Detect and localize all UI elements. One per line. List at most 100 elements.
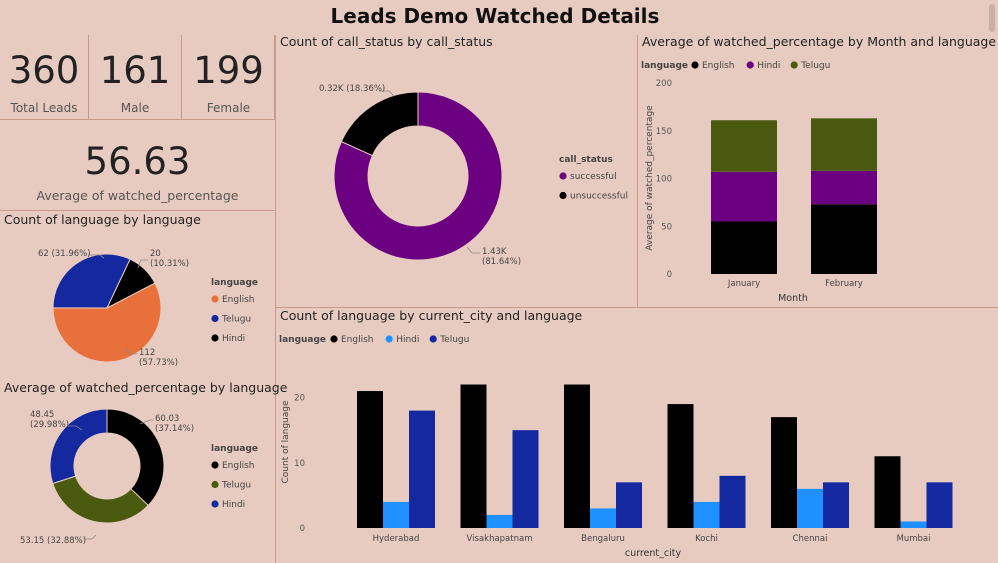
scrollbar[interactable] [989,4,995,32]
kpi-male: 161 Male [89,35,181,120]
page-title: Leads Demo Watched Details [330,4,660,28]
y-tick-label: 150 [656,127,672,137]
bar-segment [711,120,777,172]
bar [667,404,694,528]
legend-label: Hindi [222,500,245,510]
bar [823,482,849,528]
legend-marker [211,295,219,303]
legend-marker [559,172,567,180]
chart-title: Average of watched_percentage by languag… [4,380,288,395]
legend-label: Telugu [221,315,251,325]
legend-marker [429,335,437,343]
chart-title: Count of call_status by call_status [280,34,493,49]
bar [771,417,797,528]
chart-title: Count of language by language [4,212,201,227]
divider [0,119,275,120]
leader-line [68,425,83,431]
bar [564,384,590,528]
kpi-value: 161 [99,49,171,92]
chart-title: Count of language by current_city and la… [280,308,583,323]
leader-line [137,259,148,269]
x-tick-label: Bengaluru [581,534,625,544]
legend-label: English [222,461,255,471]
y-tick-label: 0 [300,524,305,534]
language-pie-panel: Count of language by language 62 (31.96%… [0,210,275,380]
watched-by-month-chart: language English Hindi Telugu 0 50 100 150 200 Av… [641,61,877,304]
legend-title: language [279,335,326,345]
bar-segment [711,171,777,222]
y-tick-label: 100 [656,175,672,185]
data-label: 62 (31.96%) [38,249,91,259]
call-status-donut: 0.32K (18.36%) 1.43K (81.64%) call_statussu… [319,84,628,267]
x-tick-label: Mumbai [897,534,931,544]
y-tick-label: 10 [294,459,305,469]
leader-line [125,347,137,355]
bar [693,501,720,528]
bar-segment [811,118,877,171]
x-tick-label: Visakhapatnam [467,534,533,544]
data-label: 112 (57.73%) [139,348,178,368]
data-label: 60.03 (37.14%) [155,414,194,434]
watched-by-month-panel: Average of watched_percentage by Month a… [638,32,998,307]
y-tick-label: 50 [661,222,672,232]
legend-title: language [211,278,258,288]
legend-label: Telugu [439,335,469,345]
kpi-label: Female [206,101,251,115]
legend-marker [385,335,393,343]
kpi-value: 360 [8,49,80,92]
legend-marker [330,335,338,343]
divider [276,307,998,308]
x-tick-label: January [727,279,760,289]
call-status-panel: Count of call_status by call_status 0.32… [276,32,637,307]
divider [274,35,275,120]
avg-watched-card: 56.63 Average of watched_percentage [0,120,275,210]
leader-line [379,90,395,97]
bar [874,456,901,528]
kpi-label: Total Leads [10,101,78,115]
divider [637,35,638,307]
x-axis-label: Month [778,293,808,304]
legend-title: language [641,61,688,71]
legend-marker [211,334,219,342]
leader-line [139,419,154,425]
leader-line [466,246,480,254]
legend-marker [211,314,219,323]
legend-label: English [702,61,735,71]
legend-title: call_status [559,155,613,165]
data-label: 20 (10.31%) [150,249,189,269]
watched-by-language-panel: Average of watched_percentage by languag… [0,378,287,563]
bar [797,488,823,528]
legend-title: language [211,444,258,454]
bar [900,521,927,528]
slice-successful [333,91,503,261]
kpi-label: Male [120,101,150,115]
bar [590,508,616,528]
x-tick-label: Kochi [695,534,718,544]
x-tick-label: Chennai [793,534,828,544]
divider [181,35,182,120]
legend-label: Telugu [221,481,251,491]
legend-label: unsuccessful [570,192,628,202]
x-tick-label: February [825,279,863,289]
slice-english [106,408,165,507]
leader-line [88,254,105,259]
data-label: 1.43K (81.64%) [482,247,521,267]
slice-hindi [49,408,108,485]
bar [719,475,746,528]
data-label: 48.45 (29.98%) [30,410,69,430]
slice-telugu [52,253,131,309]
bar [512,430,539,528]
bar [926,482,953,528]
legend-label: English [341,335,374,345]
y-tick-label: 0 [667,270,672,280]
bar [409,410,435,528]
legend-label: successful [570,172,617,182]
slice-telugu [52,475,149,524]
y-axis-label: Average of watched_percentage [645,105,655,251]
language-pie-chart: 62 (31.96%) 20 (10.31%) 112 (57.73%) language… [38,249,258,368]
bar-segment [811,170,877,205]
bar [460,384,487,528]
legend-label: Hindi [757,61,780,71]
divider [88,35,89,120]
